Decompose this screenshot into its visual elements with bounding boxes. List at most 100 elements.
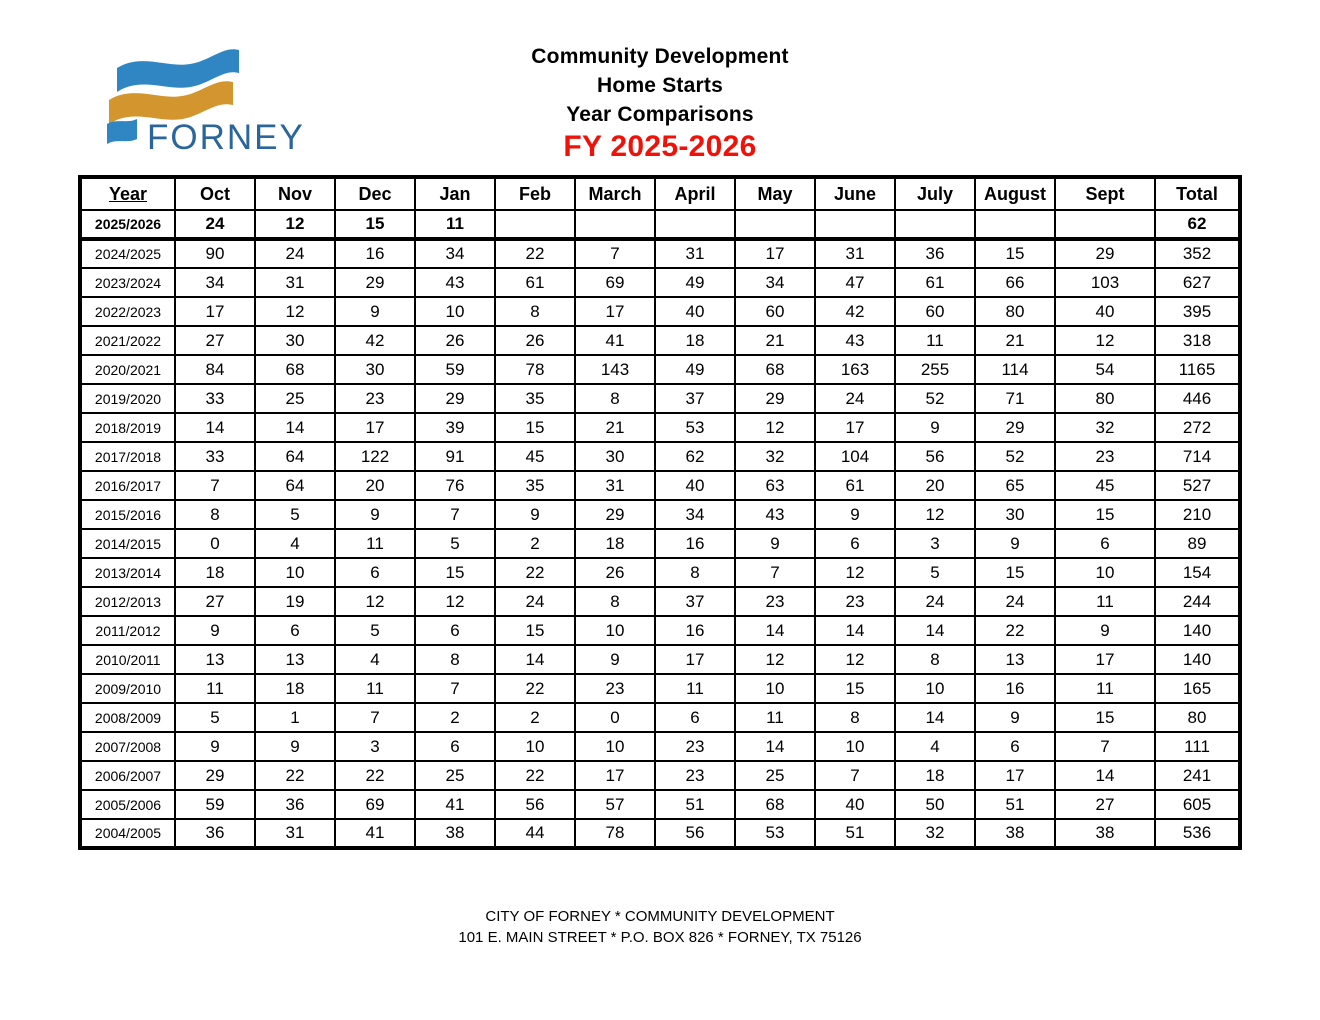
value-cell: 68 [734,789,816,820]
value-cell: 23 [654,760,736,791]
value-cell: 90 [174,238,256,269]
value-cell: 41 [334,818,416,849]
value-cell: 23 [574,673,656,704]
value-cell: 8 [814,702,896,733]
value-cell: 53 [734,818,816,849]
year-cell: 2012/2013 [79,586,176,617]
total-cell: 140 [1154,644,1241,675]
year-cell: 2025/2026 [79,209,176,241]
value-cell: 12 [1054,325,1156,356]
value-cell: 15 [1054,702,1156,733]
value-cell: 30 [574,441,656,472]
value-cell: 11 [414,209,496,241]
value-cell: 12 [254,296,336,327]
value-cell: 16 [334,238,416,269]
value-cell: 27 [1054,789,1156,820]
year-cell: 2009/2010 [79,673,176,704]
value-cell: 51 [974,789,1056,820]
value-cell: 43 [734,499,816,530]
total-cell: 111 [1154,731,1241,762]
value-cell: 24 [974,586,1056,617]
column-header-dec: Dec [334,176,416,211]
footer-line1: CITY OF FORNEY * COMMUNITY DEVELOPMENT [485,908,835,925]
value-cell: 9 [894,412,976,443]
value-cell: 12 [734,644,816,675]
value-cell: 13 [174,644,256,675]
value-cell: 10 [814,731,896,762]
value-cell: 9 [974,528,1056,559]
year-cell: 2007/2008 [79,731,176,762]
value-cell: 14 [174,412,256,443]
value-cell: 20 [334,470,416,501]
value-cell: 27 [174,586,256,617]
value-cell: 30 [254,325,336,356]
value-cell: 25 [734,760,816,791]
report-title-line2: Home Starts [597,74,723,97]
value-cell: 8 [654,557,736,588]
value-cell: 60 [734,296,816,327]
year-cell: 2011/2012 [79,615,176,646]
value-cell: 10 [254,557,336,588]
value-cell: 41 [414,789,496,820]
table-row: 2017/2018 33 64 122 91 45 30 62 32 104 56 52 23 714 [79,441,1241,472]
value-cell: 6 [974,731,1056,762]
footer: CITY OF FORNEY * COMMUNITY DEVELOPMENT 1… [0,906,1320,948]
value-cell: 84 [174,354,256,385]
value-cell: 22 [494,238,576,269]
logo-blue-band [117,49,239,92]
value-cell: 8 [574,383,656,414]
value-cell: 59 [414,354,496,385]
value-cell: 11 [1054,673,1156,704]
column-header-feb: Feb [494,176,576,211]
value-cell: 143 [574,354,656,385]
value-cell: 7 [574,238,656,269]
value-cell: 20 [894,470,976,501]
value-cell: 32 [894,818,976,849]
value-cell: 1 [254,702,336,733]
total-cell: 89 [1154,528,1241,559]
value-cell: 0 [574,702,656,733]
value-cell: 21 [974,325,1056,356]
value-cell: 42 [334,325,416,356]
value-cell: 7 [734,557,816,588]
value-cell [494,209,576,241]
value-cell: 30 [974,499,1056,530]
value-cell: 22 [254,760,336,791]
value-cell: 91 [414,441,496,472]
table-row: 2010/2011 13 13 4 8 14 9 17 12 12 8 13 17 140 [79,644,1241,675]
total-cell: 140 [1154,615,1241,646]
value-cell: 47 [814,267,896,298]
value-cell: 29 [734,383,816,414]
value-cell: 14 [1054,760,1156,791]
value-cell: 11 [334,528,416,559]
value-cell: 9 [174,615,256,646]
value-cell: 16 [654,615,736,646]
value-cell: 23 [734,586,816,617]
value-cell: 2 [494,528,576,559]
value-cell: 11 [734,702,816,733]
value-cell: 31 [254,267,336,298]
value-cell: 2 [414,702,496,733]
value-cell: 12 [814,644,896,675]
total-cell: 210 [1154,499,1241,530]
value-cell: 13 [974,644,1056,675]
total-cell: 165 [1154,673,1241,704]
value-cell: 10 [574,615,656,646]
column-header-year: Year [79,176,176,211]
value-cell: 51 [654,789,736,820]
value-cell: 15 [974,238,1056,269]
value-cell: 22 [494,673,576,704]
table-row: 2014/2015 0 4 11 5 2 18 16 9 6 3 9 6 89 [79,528,1241,559]
value-cell: 68 [254,354,336,385]
column-header-march: March [574,176,656,211]
column-header-total: Total [1154,176,1241,211]
value-cell: 40 [654,470,736,501]
value-cell: 16 [654,528,736,559]
value-cell: 3 [894,528,976,559]
value-cell: 5 [894,557,976,588]
value-cell [574,209,656,241]
value-cell: 15 [494,615,576,646]
value-cell: 14 [494,644,576,675]
value-cell: 14 [734,615,816,646]
value-cell: 10 [574,731,656,762]
